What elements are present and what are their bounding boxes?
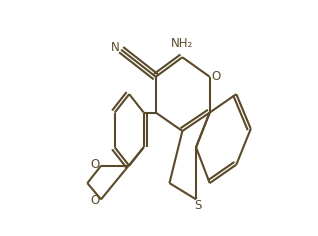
Text: S: S <box>194 199 202 212</box>
Text: O: O <box>90 194 99 207</box>
Text: N: N <box>111 41 120 54</box>
Text: O: O <box>90 158 99 171</box>
Text: NH₂: NH₂ <box>171 37 193 50</box>
Text: O: O <box>211 70 221 83</box>
